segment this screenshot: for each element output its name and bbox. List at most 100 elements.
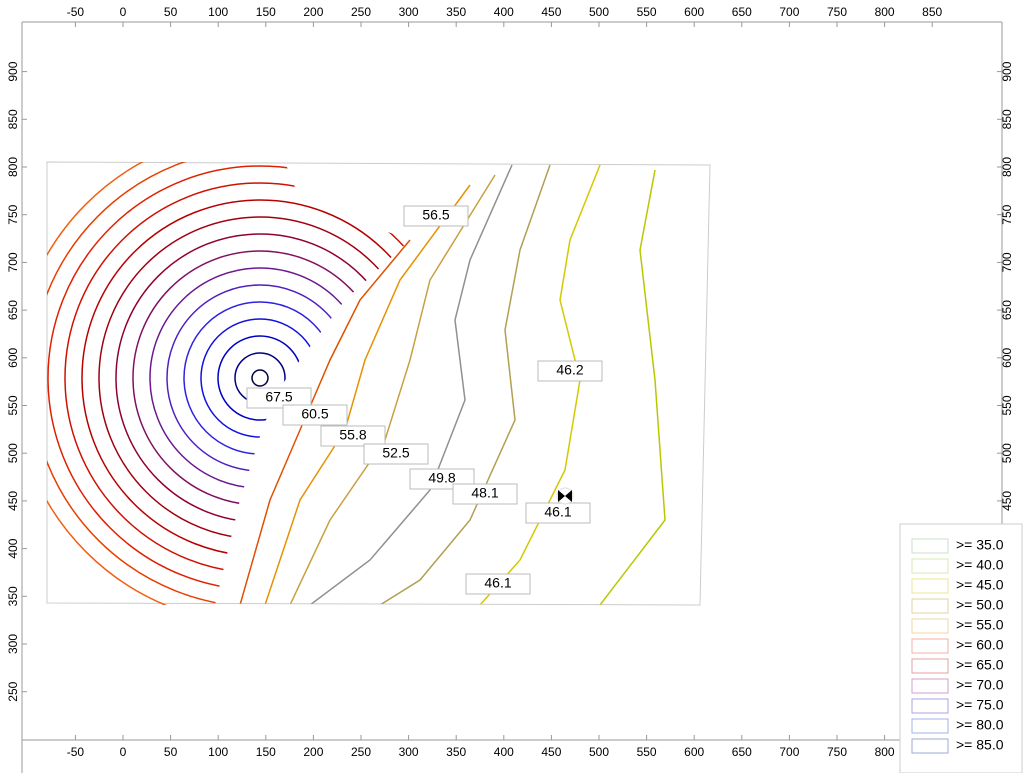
contour-label-box (320, 425, 386, 447)
y-tick-label: 800 (6, 157, 20, 177)
x-tick-label: 350 (446, 5, 466, 19)
y-tick-label: 250 (6, 681, 20, 701)
x-tick-label: 100 (208, 745, 228, 759)
x-tick-label: 550 (637, 5, 657, 19)
contour-label: 46.1 (544, 504, 571, 520)
y-tick-label: 300 (6, 634, 20, 654)
y-tick-label: 600 (6, 347, 20, 367)
contour-label: 46.1 (484, 575, 511, 591)
x-tick-label: 750 (827, 745, 847, 759)
x-tick-label: 500 (589, 745, 609, 759)
legend-label: >= 70.0 (956, 677, 1004, 693)
x-tick-label: 50 (164, 745, 178, 759)
legend-label: >= 40.0 (956, 557, 1004, 573)
contour-group (239, 164, 666, 605)
y-tick-label: 450 (6, 491, 20, 511)
noise-source (556, 487, 574, 505)
legend-swatch (911, 538, 949, 554)
legend-label: >= 85.0 (956, 737, 1004, 753)
y-tick-label: 900 (6, 61, 20, 81)
legend-label: >= 45.0 (956, 577, 1004, 593)
contour-line (379, 164, 551, 605)
x-tick-label: 450 (541, 745, 561, 759)
legend-label: >= 35.0 (956, 537, 1004, 553)
contour-label-box (363, 443, 429, 465)
y-tick-label: 550 (1000, 395, 1014, 415)
legend-swatch (911, 638, 949, 654)
x-tick-label: 400 (494, 5, 514, 19)
y-tick-label: 500 (6, 443, 20, 463)
legend-swatch (911, 598, 949, 614)
y-tick-label: 650 (1000, 300, 1014, 320)
y-tick-label: 800 (1000, 157, 1014, 177)
contour-label: 56.5 (422, 207, 449, 223)
contour-label-box (525, 502, 591, 524)
x-tick-label: 600 (684, 745, 704, 759)
x-tick-label: 700 (779, 745, 799, 759)
y-tick-label: 900 (1000, 61, 1014, 81)
y-tick-label: 350 (6, 586, 20, 606)
x-tick-label: -50 (67, 5, 85, 19)
y-tick-label: 750 (6, 204, 20, 224)
contour-line (309, 164, 513, 605)
legend-swatch (911, 618, 949, 634)
y-tick-label: 550 (6, 395, 20, 415)
x-tick-label: 800 (875, 5, 895, 19)
legend-swatch (911, 578, 949, 594)
x-tick-label: 700 (779, 5, 799, 19)
legend-label: >= 80.0 (956, 717, 1004, 733)
contour-label: 46.2 (556, 362, 583, 378)
calculation-area (46, 161, 711, 606)
legend-label: >= 55.0 (956, 617, 1004, 633)
x-tick-label: -50 (67, 745, 85, 759)
x-tick-label: 200 (303, 5, 323, 19)
x-tick-label: 300 (399, 745, 419, 759)
x-tick-label: 500 (589, 5, 609, 19)
x-tick-label: 0 (120, 745, 127, 759)
x-tick-label: 450 (541, 5, 561, 19)
legend-swatch (911, 678, 949, 694)
contour-line (599, 169, 666, 605)
contour-label-box (246, 387, 312, 409)
legend-swatch (911, 738, 949, 754)
contour-label-box (403, 205, 469, 227)
contour-label: 49.8 (428, 470, 455, 486)
contour-label-box (465, 573, 531, 595)
contour-labels: 56.5 46.2 67.5 60.5 55.8 52.5 49.8 48.1 46.1 46.1 (246, 205, 603, 595)
contour-label-box (537, 360, 603, 382)
x-tick-label: 600 (684, 5, 704, 19)
legend: >= 35.0 >= 40.0 >= 45.0 >= 50.0 >= 55.0 >= 60… (899, 523, 1023, 773)
legend-swatch (911, 558, 949, 574)
x-tick-label: 400 (494, 745, 514, 759)
y-tick-label: 450 (1000, 491, 1014, 511)
x-tick-label: 250 (351, 745, 371, 759)
contour-line (289, 174, 496, 605)
y-tick-label: 500 (1000, 443, 1014, 463)
x-tick-label: 0 (120, 5, 127, 19)
legend-swatch (911, 658, 949, 674)
y-tick-label: 850 (6, 109, 20, 129)
x-tick-label: 150 (256, 745, 276, 759)
contour-label: 55.8 (339, 427, 366, 443)
x-tick-label: 200 (303, 745, 323, 759)
legend-label: >= 75.0 (956, 697, 1004, 713)
contour-line (251, 369, 269, 387)
contour-label-box (282, 404, 348, 426)
x-tick-label: 650 (732, 5, 752, 19)
x-tick-label: 550 (637, 745, 657, 759)
y-tick-label: 850 (1000, 109, 1014, 129)
x-tick-label: 150 (256, 5, 276, 19)
y-tick-label: 700 (6, 252, 20, 272)
x-tick-label: 300 (399, 5, 419, 19)
contour-label: 60.5 (301, 406, 328, 422)
x-tick-label: 650 (732, 745, 752, 759)
y-tick-label: 750 (1000, 204, 1014, 224)
contour-label: 67.5 (265, 389, 292, 405)
contour-label: 48.1 (471, 485, 498, 501)
legend-label: >= 50.0 (956, 597, 1004, 613)
legend-swatch (911, 698, 949, 714)
y-tick-label: 600 (1000, 347, 1014, 367)
x-tick-label: 800 (875, 745, 895, 759)
y-tick-label: 700 (1000, 252, 1014, 272)
